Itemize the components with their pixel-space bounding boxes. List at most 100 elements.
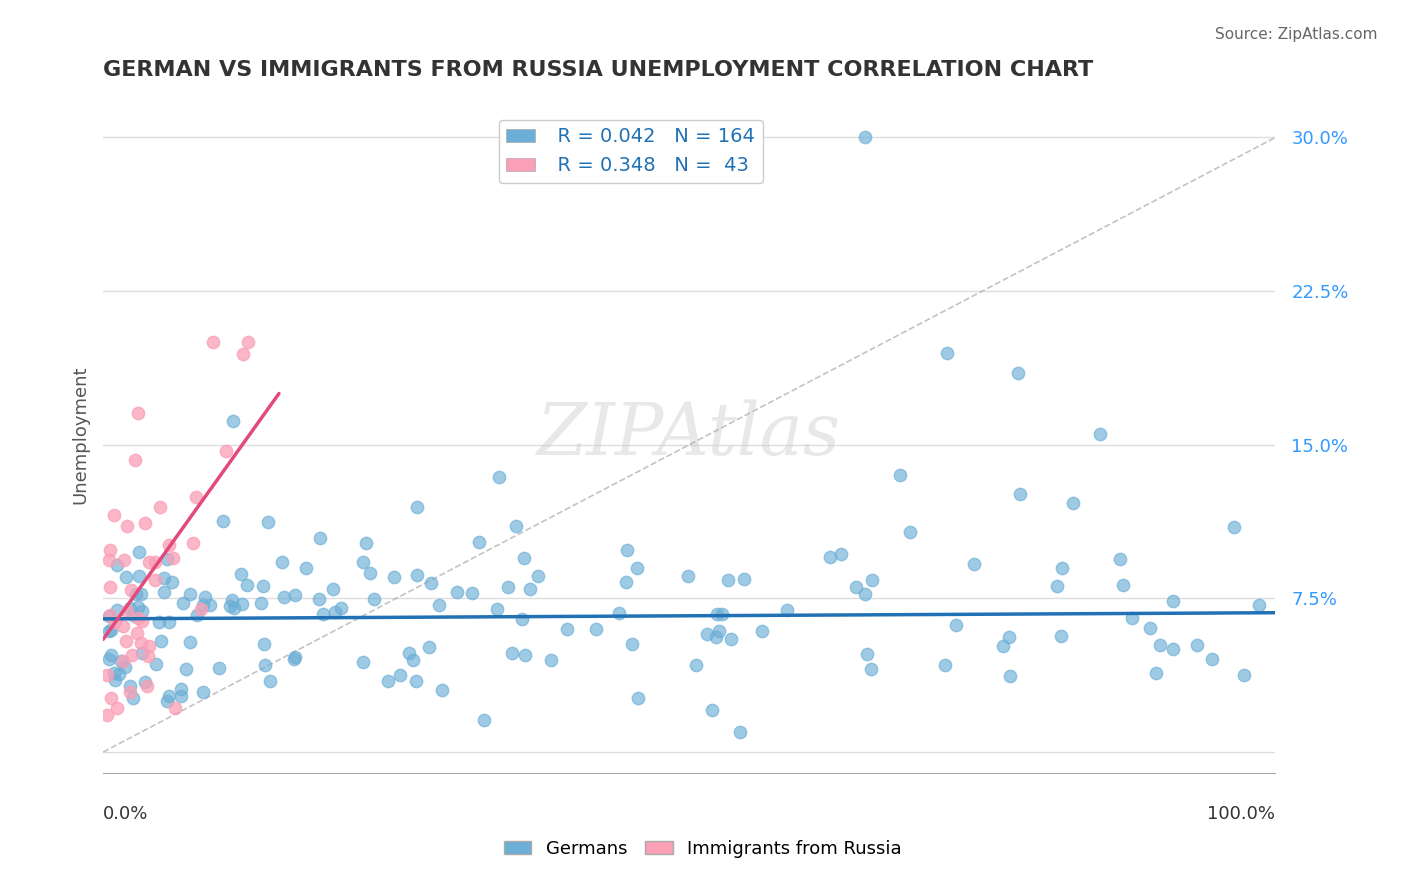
Germans [186, 607, 208, 622]
Germans [1161, 594, 1184, 608]
Germans [259, 674, 281, 689]
Germans [1139, 621, 1161, 635]
Immigrants from Russia [127, 405, 149, 419]
Germans [1007, 366, 1029, 380]
Germans [105, 603, 128, 617]
Germans [283, 652, 305, 666]
Germans [156, 694, 179, 708]
Germans [156, 552, 179, 566]
Germans [236, 578, 259, 592]
Germans [485, 602, 508, 616]
Germans [405, 674, 427, 689]
Germans [515, 648, 537, 662]
Germans [1010, 487, 1032, 501]
Germans [104, 673, 127, 687]
Text: GERMAN VS IMMIGRANTS FROM RUSSIA UNEMPLOYMENT CORRELATION CHART: GERMAN VS IMMIGRANTS FROM RUSSIA UNEMPLO… [103, 60, 1094, 79]
Germans [382, 569, 405, 583]
Immigrants from Russia [190, 602, 212, 616]
Germans [127, 599, 149, 614]
Immigrants from Russia [100, 691, 122, 706]
Germans [157, 615, 180, 630]
Germans [934, 658, 956, 673]
Immigrants from Russia [214, 444, 236, 458]
Germans [222, 601, 245, 615]
Immigrants from Russia [181, 535, 204, 549]
Germans [696, 627, 718, 641]
Legend:   R = 0.042   N = 164,   R = 0.348   N =  43: R = 0.042 N = 164, R = 0.348 N = 43 [499, 120, 763, 183]
Immigrants from Russia [202, 335, 225, 350]
Germans [148, 615, 170, 630]
Immigrants from Russia [112, 654, 135, 668]
Legend: Germans, Immigrants from Russia: Germans, Immigrants from Russia [498, 833, 908, 865]
Germans [354, 535, 377, 549]
Immigrants from Russia [96, 668, 118, 682]
Germans [284, 650, 307, 665]
Immigrants from Russia [131, 614, 153, 628]
Germans [131, 587, 153, 601]
Immigrants from Russia [138, 555, 160, 569]
Germans [627, 690, 650, 705]
Germans [271, 555, 294, 569]
Immigrants from Russia [149, 500, 172, 515]
Germans [352, 555, 374, 569]
Germans [710, 607, 733, 621]
Germans [728, 725, 751, 739]
Germans [118, 600, 141, 615]
Germans [250, 596, 273, 610]
Germans [1233, 667, 1256, 681]
Germans [488, 469, 510, 483]
Germans [273, 590, 295, 604]
Immigrants from Russia [232, 347, 254, 361]
Germans [128, 569, 150, 583]
Germans [221, 414, 243, 428]
Germans [110, 654, 132, 668]
Germans [1144, 665, 1167, 680]
Germans [405, 500, 427, 514]
Germans [998, 669, 1021, 683]
Germans [607, 606, 630, 620]
Germans [128, 544, 150, 558]
Germans [540, 652, 562, 666]
Germans [1109, 552, 1132, 566]
Immigrants from Russia [120, 685, 142, 699]
Immigrants from Russia [129, 636, 152, 650]
Germans [856, 647, 879, 661]
Germans [1112, 578, 1135, 592]
Immigrants from Russia [105, 701, 128, 715]
Germans [945, 618, 967, 632]
Germans [1050, 561, 1073, 575]
Immigrants from Russia [162, 551, 184, 566]
Germans [720, 632, 742, 647]
Germans [1249, 598, 1271, 612]
Germans [174, 662, 197, 676]
Immigrants from Russia [127, 610, 149, 624]
Immigrants from Russia [135, 679, 157, 693]
Germans [614, 574, 637, 589]
Germans [170, 681, 193, 696]
Immigrants from Russia [98, 607, 121, 622]
Immigrants from Russia [143, 573, 166, 587]
Germans [284, 588, 307, 602]
Immigrants from Russia [115, 519, 138, 533]
Germans [172, 596, 194, 610]
Germans [322, 582, 344, 596]
Germans [131, 604, 153, 618]
Germans [898, 524, 921, 539]
Germans [1201, 651, 1223, 665]
Germans [626, 561, 648, 575]
Germans [1185, 638, 1208, 652]
Germans [221, 593, 243, 607]
Germans [98, 608, 121, 623]
Germans [1121, 610, 1143, 624]
Germans [1050, 630, 1073, 644]
Germans [706, 607, 728, 621]
Immigrants from Russia [115, 634, 138, 648]
Immigrants from Russia [112, 553, 135, 567]
Y-axis label: Unemployment: Unemployment [72, 365, 89, 504]
Germans [153, 584, 176, 599]
Germans [585, 622, 607, 636]
Immigrants from Russia [143, 555, 166, 569]
Germans [323, 605, 346, 619]
Germans [717, 573, 740, 587]
Germans [389, 668, 412, 682]
